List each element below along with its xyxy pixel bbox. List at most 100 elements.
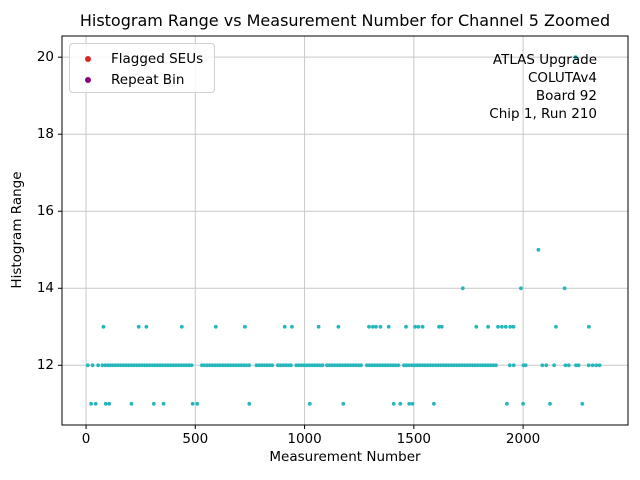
data-point: [367, 363, 372, 368]
data-point: [218, 363, 223, 368]
chart-title: Histogram Range vs Measurement Number fo…: [79, 11, 611, 30]
y-axis-label: Histogram Range: [9, 171, 25, 289]
data-point: [111, 363, 115, 368]
data-point: [145, 363, 149, 368]
data-point: [444, 363, 449, 368]
y-tick-label-18: 18: [36, 126, 54, 143]
data-point: [586, 363, 591, 368]
data-point: [137, 363, 142, 368]
data-point: [121, 363, 126, 368]
data-point: [290, 324, 294, 329]
data-point: [213, 363, 217, 368]
data-point: [481, 363, 485, 368]
data-point: [590, 363, 595, 368]
data-point: [370, 363, 374, 368]
data-point: [580, 401, 585, 406]
data-point: [439, 324, 444, 329]
x-tick-label-1500: 1500: [396, 431, 432, 447]
data-point: [365, 363, 369, 368]
data-point: [554, 324, 558, 329]
data-point: [511, 363, 516, 368]
data-point: [220, 363, 225, 368]
data-point: [103, 401, 108, 406]
data-point: [473, 363, 477, 368]
y-tick-label-12: 12: [36, 357, 54, 374]
data-point: [282, 324, 287, 329]
data-point: [404, 324, 408, 329]
data-point: [195, 401, 200, 406]
data-point: [281, 363, 286, 368]
data-point: [124, 363, 128, 368]
data-point: [243, 324, 247, 329]
data-point: [174, 363, 178, 368]
data-point: [132, 363, 136, 368]
data-point: [544, 363, 549, 368]
data-point: [236, 363, 241, 368]
data-point: [136, 324, 141, 329]
data-point: [210, 363, 215, 368]
data-point: [486, 363, 490, 368]
data-point: [93, 401, 98, 406]
data-point: [330, 363, 334, 368]
data-point: [415, 363, 419, 368]
data-point: [385, 363, 390, 368]
data-point: [508, 324, 513, 329]
data-point: [462, 363, 467, 368]
data-point: [270, 363, 275, 368]
y-tick-label-20: 20: [36, 49, 54, 66]
data-point: [113, 363, 118, 368]
data-point: [160, 363, 165, 368]
data-point: [475, 363, 480, 368]
data-point: [465, 363, 470, 368]
legend-label: Flagged SEUs: [111, 50, 204, 67]
data-point: [496, 324, 500, 329]
data-point: [523, 363, 528, 368]
data-point: [276, 363, 280, 368]
data-point: [129, 401, 134, 406]
data-point: [118, 363, 123, 368]
data-point: [503, 324, 508, 329]
axes-box: [61, 35, 629, 426]
data-point: [90, 363, 95, 368]
data-point: [155, 363, 160, 368]
data-point: [226, 363, 231, 368]
data-point: [548, 401, 552, 406]
data-point: [223, 363, 228, 368]
data-point: [393, 363, 398, 368]
data-point: [343, 363, 348, 368]
data-point: [378, 324, 383, 329]
data-point: [566, 363, 571, 368]
data-point: [552, 363, 556, 368]
x-tick-label-0: 0: [81, 431, 91, 447]
data-point: [410, 363, 414, 368]
legend-label: Repeat Bin: [111, 71, 185, 88]
data-point: [231, 363, 236, 368]
data-point: [460, 363, 464, 368]
data-point: [335, 363, 340, 368]
data-point: [166, 363, 170, 368]
data-point: [441, 363, 446, 368]
data-point: [410, 401, 415, 406]
data-point: [404, 363, 409, 368]
data-point: [318, 363, 322, 368]
data-point: [103, 363, 107, 368]
data-point: [147, 363, 152, 368]
data-point: [491, 363, 496, 368]
data-point: [474, 324, 479, 329]
x-axis-label: Measurement Number: [269, 449, 421, 465]
data-point: [294, 363, 299, 368]
data-point: [126, 363, 131, 368]
data-point: [336, 324, 341, 329]
data-point: [338, 363, 342, 368]
data-point: [375, 363, 380, 368]
data-point: [348, 363, 353, 368]
data-point: [265, 363, 269, 368]
data-point: [345, 363, 350, 368]
data-point: [433, 363, 438, 368]
data-point: [353, 363, 358, 368]
data-point: [116, 363, 121, 368]
data-point: [423, 363, 427, 368]
data-point: [205, 363, 210, 368]
data-point: [100, 363, 105, 368]
